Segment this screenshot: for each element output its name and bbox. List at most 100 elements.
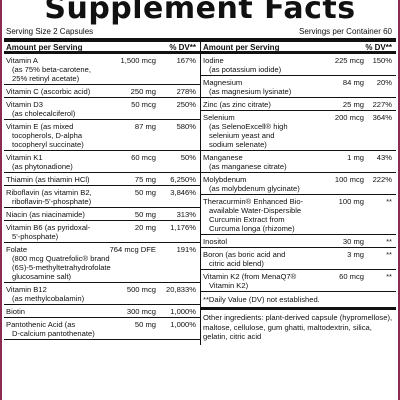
nutrient-note: (800 mcg Quatrefolic® brand — [12, 254, 110, 263]
nutrient-row: Vitamin D3 (as cholecalciferol) 50 mcg 250% — [4, 98, 200, 120]
nutrient-amount: 3 mg — [347, 250, 364, 259]
nutrient-note: 25% retinyl acetate) — [12, 74, 80, 83]
nutrient-name: Molybdenum — [203, 175, 247, 184]
nutrient-dv: 1,176% — [170, 223, 196, 232]
dv-footnote: **Daily Value (DV) not established. — [201, 292, 396, 310]
nutrient-amount: 50 mg — [134, 320, 156, 329]
nutrient-amount: 250 mg — [130, 87, 156, 96]
nutrient-name: Vitamin K2 (from MenaQ7® — [203, 272, 297, 281]
nutrient-dv: 222% — [372, 175, 392, 184]
dv-label: % DV** — [169, 43, 196, 52]
nutrient-name: Vitamin B6 (as pyridoxal- — [6, 223, 91, 232]
nutrient-dv: 278% — [176, 87, 196, 96]
left-nutrient-list: Vitamin A (as 75% beta-carotene, 25% retin… — [4, 54, 200, 340]
nutrient-name: Boron (as boric acid and — [203, 250, 286, 259]
nutrient-note: (6S)-5-methyltetrahydrofolate — [12, 263, 111, 272]
nutrient-amount: 60 mcg — [339, 272, 364, 281]
nutrient-amount: 50 mg — [134, 210, 156, 219]
nutrient-note: selenium yeast and — [209, 131, 275, 140]
nutrient-note: tocopheryl succinate) — [12, 140, 84, 149]
nutrient-row: Riboflavin (as vitamin B2, riboflavin-5'-… — [4, 186, 200, 208]
nutrient-dv: 250% — [176, 100, 196, 109]
nutrient-dv: 1,000% — [170, 307, 196, 316]
nutrient-note: (as phytonadione) — [12, 162, 73, 171]
dv-label: % DV** — [365, 43, 392, 52]
nutrient-dv: 167% — [176, 56, 196, 65]
nutrient-name: Theracurmin® Enhanced Bio- — [203, 197, 304, 206]
nutrient-row: Boron (as boric acid and citric acid blen… — [201, 248, 396, 270]
nutrient-dv: 150% — [372, 56, 392, 65]
nutrient-dv: 43% — [376, 153, 392, 162]
nutrient-amount: 764 mcg DFE — [109, 245, 156, 254]
nutrient-dv: 227% — [372, 100, 392, 109]
nutrient-row: Inositol 30 mg ** — [201, 235, 396, 248]
nutrient-dv: 191% — [176, 245, 196, 254]
nutrient-name: Selenium — [203, 113, 235, 122]
nutrient-dv: 20,833% — [166, 285, 196, 294]
nutrient-note: riboflavin-5'-phosphate) — [12, 197, 92, 206]
nutrient-row: Niacin (as niacinamide) 50 mg 313% — [4, 208, 200, 221]
nutrient-name: Vitamin A — [6, 56, 38, 65]
nutrient-amount: 25 mg — [342, 100, 364, 109]
nutrient-note: (as cholecalciferol) — [12, 109, 76, 118]
nutrient-name: Biotin — [6, 307, 25, 316]
nutrient-name: Inositol — [203, 237, 228, 246]
right-column-header: Amount per Serving % DV** — [201, 42, 396, 54]
nutrient-note: D-calcium pantothenate) — [12, 329, 95, 338]
panel-title: Supplement Facts — [44, 0, 356, 26]
nutrient-dv: 580% — [176, 122, 196, 131]
amount-per-serving-label: Amount per Serving — [6, 43, 83, 52]
nutrient-amount: 84 mg — [342, 78, 364, 87]
nutrient-row: Vitamin K1 (as phytonadione) 60 mcg 50% — [4, 151, 200, 173]
nutrient-row: Magnesium (as magnesium lysinate) 84 mg 20% — [201, 76, 396, 98]
nutrient-note: Vitamin K2) — [209, 281, 249, 290]
nutrient-amount: 50 mcg — [131, 100, 156, 109]
nutrient-dv: 20% — [376, 78, 392, 87]
nutrient-row: Folate (800 mcg Quatrefolic® brand (6S)-5-… — [4, 243, 200, 283]
nutrient-note: Curcuma longa (rhizome) — [209, 224, 295, 233]
header-divider — [4, 38, 396, 42]
nutrient-amount: 100 mcg — [334, 175, 364, 184]
left-column-header: Amount per Serving % DV** — [4, 42, 200, 54]
nutrient-row: Molybdenum (as molybdenum glycinate) 100 m… — [201, 173, 396, 195]
nutrient-row: Vitamin C (ascorbic acid) 250 mg 278% — [4, 85, 200, 98]
nutrient-note: 5'-phosphate) — [12, 232, 59, 241]
nutrient-note: (as SelenoExcell® high — [209, 122, 288, 131]
nutrient-row: Biotin 300 mcg 1,000% — [4, 305, 200, 318]
nutrient-amount: 1,500 mcg — [120, 56, 156, 65]
nutrient-row: Vitamin E (as mixed tocopherols, D-alpha t… — [4, 120, 200, 151]
nutrient-dv: 6,250% — [170, 175, 196, 184]
nutrient-dv: ** — [386, 272, 392, 281]
nutrient-note: (as potassium iodide) — [209, 65, 282, 74]
nutrient-dv: ** — [386, 197, 392, 206]
nutrient-amount: 500 mcg — [126, 285, 156, 294]
nutrient-amount: 30 mg — [342, 237, 364, 246]
nutrient-row: Vitamin K2 (from MenaQ7® Vitamin K2) 60 mc… — [201, 270, 396, 292]
nutrient-note: sodium selenate) — [209, 140, 267, 149]
left-border — [0, 0, 2, 400]
nutrient-name: Vitamin K1 — [6, 153, 43, 162]
nutrient-name: Riboflavin (as vitamin B2, — [6, 188, 92, 197]
nutrient-row: Iodine (as potassium iodide) 225 mcg 150% — [201, 54, 396, 76]
nutrient-row: Vitamin B6 (as pyridoxal- 5'-phosphate) 20… — [4, 221, 200, 243]
nutrient-note: available Water-Dispersible — [209, 206, 302, 215]
nutrient-dv: ** — [386, 237, 392, 246]
right-nutrient-list: Iodine (as potassium iodide) 225 mcg 150% Ma… — [201, 54, 396, 292]
nutrient-note: (as 75% beta-carotene, — [12, 65, 91, 74]
nutrient-name: Vitamin D3 — [6, 100, 44, 109]
nutrient-row: Theracurmin® Enhanced Bio-available Wate… — [201, 195, 396, 235]
nutrient-dv: 1,000% — [170, 320, 196, 329]
nutrient-name: Iodine — [203, 56, 224, 65]
nutrient-name: Vitamin B12 — [6, 285, 47, 294]
nutrient-amount: 300 mcg — [126, 307, 156, 316]
nutrient-name: Zinc (as zinc citrate) — [203, 100, 271, 109]
nutrient-dv: ** — [386, 250, 392, 259]
nutrient-row: Selenium (as SelenoExcell® high selenium y… — [201, 111, 396, 151]
nutrient-row: Thiamin (as thiamin HCl) 75 mg 6,250% — [4, 173, 200, 186]
nutrient-dv: 3,846% — [170, 188, 196, 197]
nutrient-name: Folate — [6, 245, 28, 254]
nutrient-amount: 225 mcg — [334, 56, 364, 65]
left-column: Amount per Serving % DV** Vitamin A (as 7… — [4, 42, 200, 340]
nutrient-row: Manganese (as manganese citrate) 1 mg 43% — [201, 151, 396, 173]
nutrient-note: (as methylcobalamin) — [12, 294, 85, 303]
